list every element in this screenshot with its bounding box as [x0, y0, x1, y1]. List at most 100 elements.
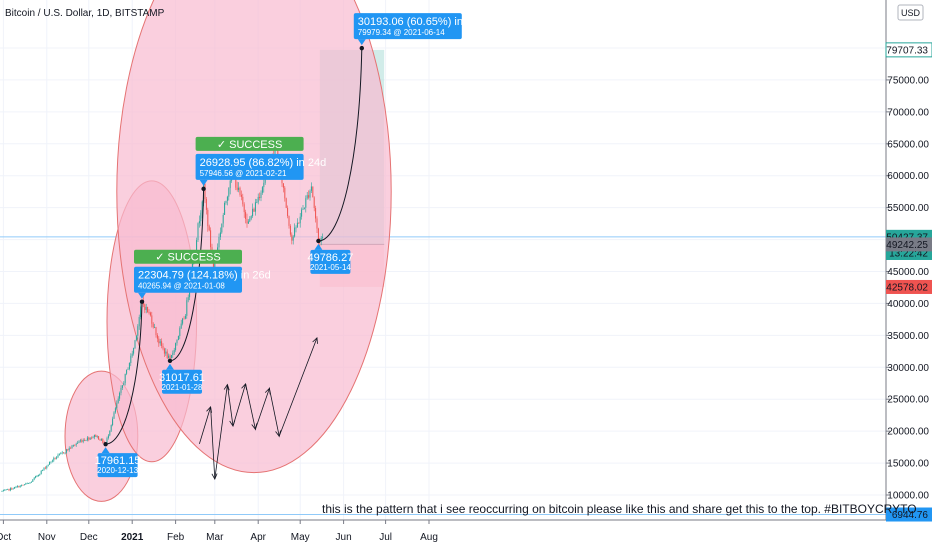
candle-body[interactable] [294, 227, 296, 237]
candle-body[interactable] [100, 438, 102, 441]
axis-price-tag-target[interactable]: 79707.33 [885, 42, 932, 58]
candle-body[interactable] [58, 453, 60, 455]
candle-body[interactable] [40, 470, 42, 475]
candle-body[interactable] [70, 447, 72, 449]
candle-body[interactable] [238, 187, 240, 190]
candle-body[interactable] [252, 208, 254, 217]
candle-body[interactable] [239, 187, 241, 195]
projection-curve-2[interactable] [169, 188, 205, 362]
candle-body[interactable] [159, 341, 161, 344]
candle-body[interactable] [257, 196, 259, 203]
candle-body[interactable] [259, 196, 261, 199]
candle-body[interactable] [77, 442, 79, 444]
candle-body[interactable] [72, 444, 74, 446]
candle-body[interactable] [256, 202, 258, 204]
candle-body[interactable] [313, 197, 315, 208]
candle-body[interactable] [302, 208, 304, 210]
candle-body[interactable] [310, 186, 312, 191]
candle-body[interactable] [14, 487, 16, 489]
candle-body[interactable] [235, 176, 237, 188]
candle-body[interactable] [204, 183, 206, 200]
candle-body[interactable] [228, 188, 230, 197]
candle-body[interactable] [200, 212, 202, 222]
candle-body[interactable] [64, 452, 66, 454]
candle-body[interactable] [186, 300, 188, 316]
candle-body[interactable] [25, 483, 27, 485]
candle-body[interactable] [112, 418, 114, 426]
candle-body[interactable] [19, 485, 21, 488]
candle-body[interactable] [23, 484, 25, 486]
candle-body[interactable] [308, 195, 310, 198]
candle-body[interactable] [63, 452, 65, 454]
candle-body[interactable] [92, 437, 94, 439]
candle-body[interactable] [106, 438, 108, 444]
candle-body[interactable] [110, 425, 112, 431]
candle-body[interactable] [5, 489, 7, 491]
candle-body[interactable] [243, 204, 245, 213]
candle-body[interactable] [274, 148, 276, 157]
candle-body[interactable] [37, 474, 39, 476]
candle-body[interactable] [155, 327, 157, 336]
candle-body[interactable] [229, 180, 231, 189]
candle-body[interactable] [16, 486, 18, 487]
candle-body[interactable] [292, 236, 294, 241]
candle-body[interactable] [113, 412, 115, 419]
candle-body[interactable] [179, 328, 181, 337]
candle-body[interactable] [197, 223, 199, 241]
candle-body[interactable] [301, 209, 303, 217]
candle-body[interactable] [151, 315, 153, 324]
candle-body[interactable] [138, 316, 140, 327]
candle-body[interactable] [154, 327, 156, 329]
candle-body[interactable] [68, 447, 70, 451]
candle-body[interactable] [165, 351, 167, 354]
candle-body[interactable] [180, 323, 182, 329]
candle-body[interactable] [224, 203, 226, 215]
candle-body[interactable] [253, 208, 255, 212]
candle-body[interactable] [131, 353, 133, 356]
candle-body[interactable] [306, 195, 308, 199]
candle-body[interactable] [299, 216, 301, 224]
candle-body[interactable] [198, 221, 200, 224]
candle-body[interactable] [42, 469, 44, 471]
candle-body[interactable] [15, 486, 17, 488]
candle-body[interactable] [95, 434, 97, 437]
candle-body[interactable] [261, 187, 263, 193]
candle-body[interactable] [126, 369, 128, 374]
candle-body[interactable] [158, 338, 160, 344]
candle-body[interactable] [57, 454, 59, 458]
candle-body[interactable] [169, 355, 171, 359]
candle-body[interactable] [291, 234, 293, 241]
candle-body[interactable] [39, 474, 41, 475]
candle-body[interactable] [28, 483, 30, 484]
candle-body[interactable] [74, 444, 76, 446]
candle-body[interactable] [182, 318, 184, 324]
candle-body[interactable] [168, 355, 170, 359]
zigzag-drawing[interactable] [199, 337, 318, 480]
candle-body[interactable] [85, 440, 87, 442]
candle-body[interactable] [222, 214, 224, 224]
candle-body[interactable] [312, 186, 314, 198]
candle-body[interactable] [140, 306, 142, 317]
candle-body[interactable] [65, 449, 67, 453]
candle-body[interactable] [18, 486, 20, 488]
candle-body[interactable] [119, 392, 121, 399]
candle-body[interactable] [116, 402, 118, 409]
success-badge[interactable] [134, 249, 242, 264]
candle-body[interactable] [242, 196, 244, 205]
candle-body[interactable] [163, 348, 165, 354]
candle-body[interactable] [156, 335, 158, 339]
candle-body[interactable] [51, 460, 53, 462]
candle-body[interactable] [287, 207, 289, 217]
candle-body[interactable] [152, 323, 154, 328]
success-badge[interactable] [195, 136, 304, 151]
candle-body[interactable] [219, 232, 221, 238]
axis-price-tag-line[interactable]: 6944.76 [886, 507, 932, 522]
candle-body[interactable] [240, 194, 242, 197]
candle-body[interactable] [30, 481, 32, 483]
candle-body[interactable] [33, 477, 35, 480]
candle-body[interactable] [43, 467, 45, 470]
candle-body[interactable] [260, 192, 262, 199]
